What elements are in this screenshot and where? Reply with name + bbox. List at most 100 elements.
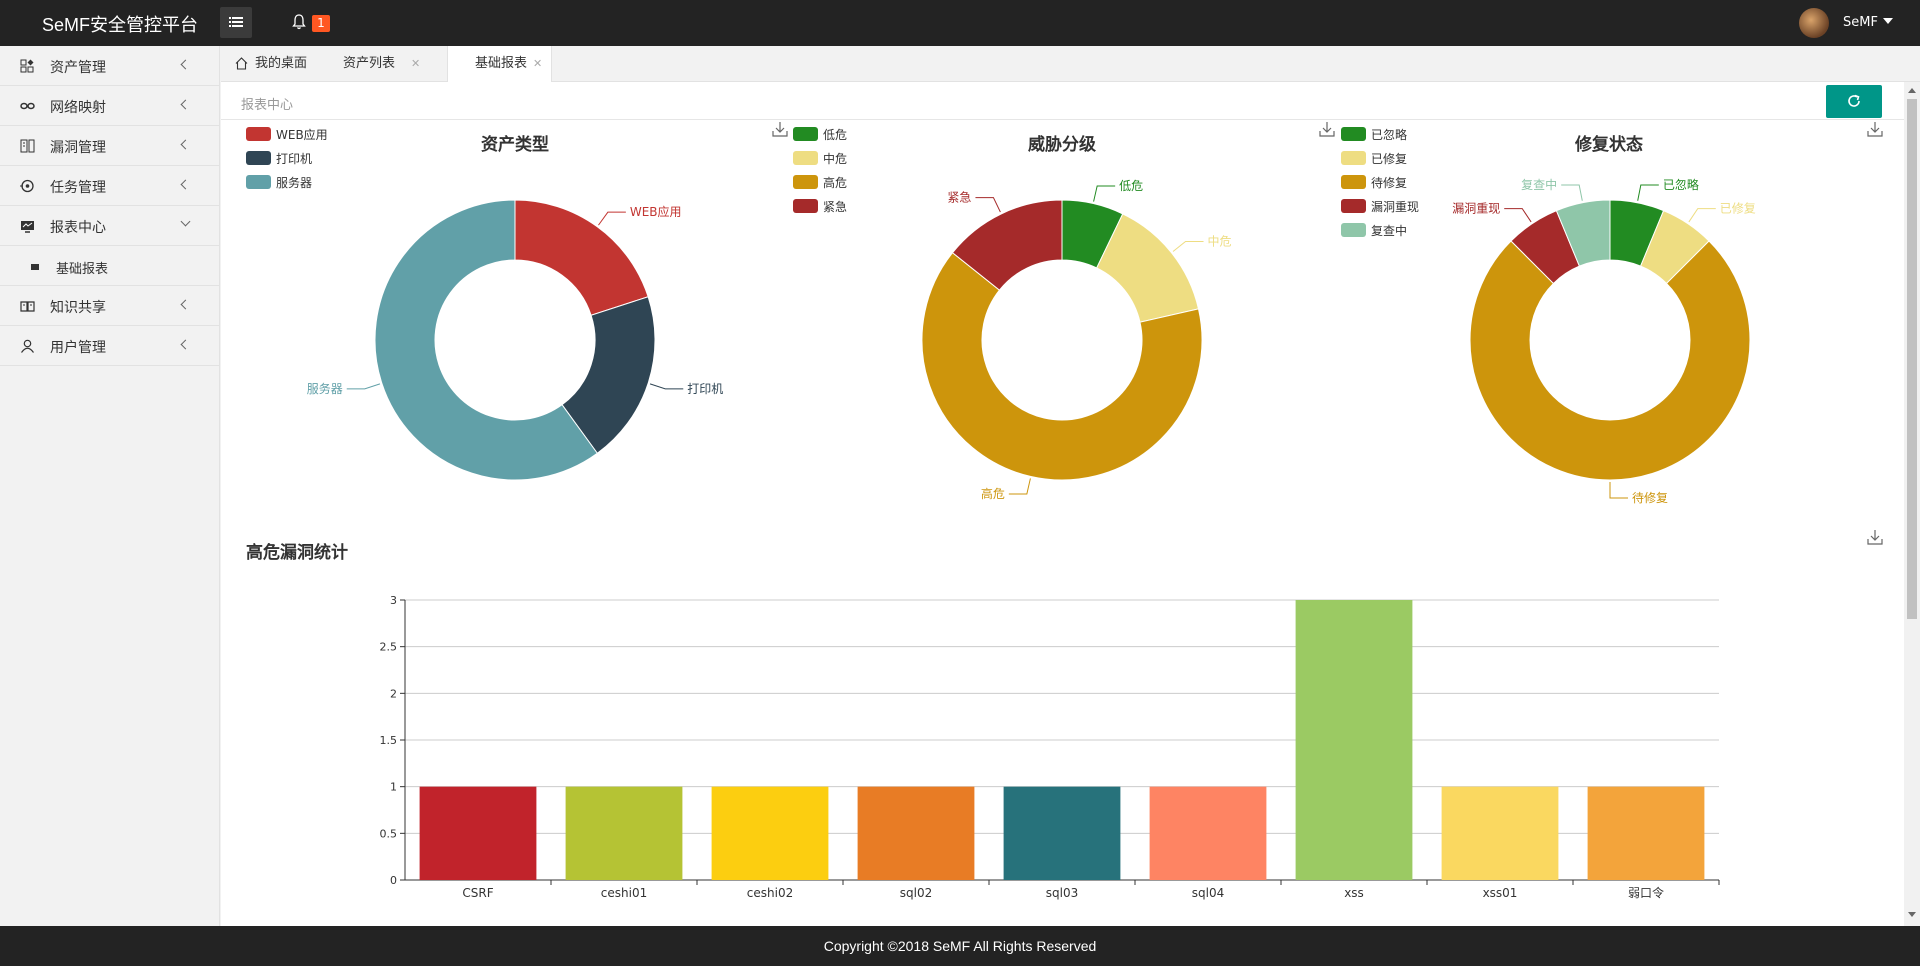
sidebar-item-user[interactable]: 用户管理 [0,326,219,366]
tab-desktop[interactable]: 我的桌面 [235,46,315,82]
menu-toggle-button[interactable] [220,7,252,38]
pie-slice[interactable] [1469,240,1751,481]
notification-badge[interactable]: 1 [312,15,330,32]
scrollbar[interactable] [1904,82,1920,926]
sidebar-item-report[interactable]: 报表中心 [0,206,219,246]
legend-label: 紧急 [823,199,847,214]
app-title: SeMF安全管控平台 [42,15,199,35]
sidebar-item-vuln[interactable]: 漏洞管理 [0,126,219,166]
pie-slice[interactable] [951,199,1063,291]
slice-leader-line [1008,478,1031,495]
sidebar-item-knowledge[interactable]: 知识共享 [0,286,219,326]
sidebar-item-label: 用户管理 [50,340,106,356]
user-name[interactable]: SeMF [1843,15,1878,30]
refresh-button[interactable] [1826,85,1882,118]
legend-swatch[interactable] [793,199,818,213]
chevron-left-icon [180,299,191,310]
scroll-up-icon[interactable] [1908,88,1916,93]
avatar[interactable] [1799,8,1829,38]
download-icon[interactable] [1319,122,1335,137]
download-icon[interactable] [1867,122,1883,137]
scroll-down-icon[interactable] [1908,912,1916,917]
slice-label: WEB应用 [630,204,682,219]
sidebar: 资产管理 网络映射 漏洞管理 任务管理 报表中心 基础报表 知识共享 用户管理 [0,46,220,926]
bar[interactable] [857,786,975,880]
pie-slice[interactable] [921,252,1203,481]
tab-asset-list[interactable]: 资产列表 ✕ [343,46,433,82]
sidebar-subitem-basic-report[interactable]: 基础报表 [0,246,219,286]
legend-label: WEB应用 [276,127,328,142]
close-icon[interactable]: ✕ [533,57,543,70]
legend-swatch[interactable] [246,151,271,165]
pie-slice[interactable] [1555,199,1611,267]
slice-leader-line [649,383,684,390]
legend-label: 打印机 [276,152,312,166]
bar[interactable] [1587,786,1705,880]
legend-swatch[interactable] [793,175,818,189]
legend-label: 复查中 [1371,223,1407,238]
bar[interactable] [419,786,537,880]
slice-leader-line [1172,240,1204,252]
sidebar-item-asset[interactable]: 资产管理 [0,46,219,86]
tab-basic-report[interactable]: 基础报表 ✕ [447,46,552,83]
bar[interactable] [711,786,829,880]
chart-title: 高危漏洞统计 [246,542,348,563]
tab-label: 资产列表 [343,56,396,71]
bar[interactable] [1149,786,1267,880]
slice-leader-line [598,211,626,226]
sidebar-item-label: 任务管理 [50,180,106,196]
pie-slice[interactable] [374,199,598,481]
task-icon [20,179,34,193]
download-icon[interactable] [772,122,788,137]
legend-swatch[interactable] [1341,127,1366,141]
sidebar-item-label: 知识共享 [50,300,106,316]
pie-slice[interactable] [514,199,649,316]
chevron-down-icon [180,216,191,227]
x-tick-label: CSRF [462,886,493,900]
legend-swatch[interactable] [246,175,271,189]
legend-swatch[interactable] [1341,199,1366,213]
legend-swatch[interactable] [793,151,818,165]
bar[interactable] [1441,786,1559,880]
sidebar-item-network[interactable]: 网络映射 [0,86,219,126]
legend-swatch[interactable] [793,127,818,141]
legend-swatch[interactable] [1341,223,1366,237]
bell-icon[interactable] [292,14,306,30]
main-content: 报表中心 资产类型 WEB应用 打印机 服务器 WEB应用 打印机 服务器 威胁分级 低危 中危高… [221,82,1904,926]
legend-label: 高危 [823,175,847,190]
scrollbar-thumb[interactable] [1907,99,1917,619]
slice-label: 漏洞重现 [1452,202,1500,216]
slice-label: 高危 [981,486,1005,501]
slice-leader-line [1688,208,1716,223]
bar[interactable] [1003,786,1121,880]
legend-swatch[interactable] [246,127,271,141]
legend-label: 服务器 [276,175,312,190]
legend-swatch[interactable] [1341,175,1366,189]
sidebar-item-task[interactable]: 任务管理 [0,166,219,206]
sidebar-item-label: 漏洞管理 [50,140,106,156]
top-header: SeMF安全管控平台 1 SeMF [0,0,1920,46]
tab-label: 我的桌面 [255,56,308,71]
slice-label: 服务器 [307,381,343,396]
report-small-icon [31,264,39,270]
download-icon[interactable] [1867,530,1883,545]
home-icon [235,57,248,70]
footer: Copyright ©2018 SeMF All Rights Reserved [0,926,1920,966]
tab-label: 基础报表 [475,56,528,71]
x-tick-label: sql03 [1046,886,1078,900]
legend-swatch[interactable] [1341,151,1366,165]
bar[interactable] [1295,600,1413,880]
slice-leader-line [975,197,1001,213]
caret-down-icon[interactable] [1883,18,1893,24]
slice-leader-line [1093,185,1116,202]
report-icon [21,221,34,233]
chevron-left-icon [180,59,191,70]
legend-label: 中危 [823,151,847,166]
chevron-left-icon [180,139,191,150]
bar[interactable] [565,786,683,880]
sidebar-item-label: 网络映射 [50,100,106,116]
close-icon[interactable]: ✕ [411,57,421,70]
slice-label: 待修复 [1632,490,1668,505]
book-icon [20,301,35,312]
slice-label: 中危 [1208,233,1232,248]
